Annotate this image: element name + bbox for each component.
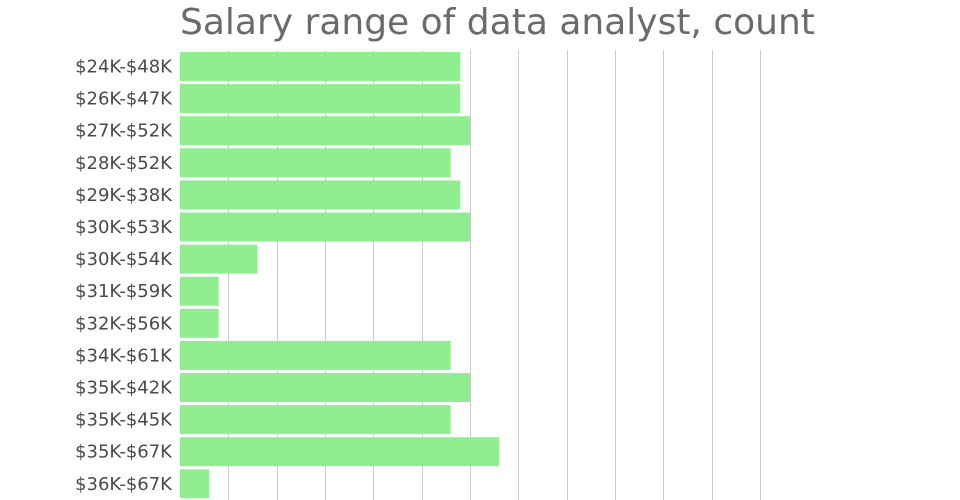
category-labels: $24K-$48K $26K-$47K $27K-$52K $28K-$52K $29K… xyxy=(75,57,173,495)
chart-title: Salary range of data analyst, count xyxy=(180,2,815,43)
bar xyxy=(180,244,258,274)
bars xyxy=(180,52,499,499)
category-label: $27K-$52K xyxy=(75,121,173,142)
bar xyxy=(180,212,470,242)
category-label: $31K-$59K xyxy=(75,281,173,302)
bar xyxy=(180,437,499,467)
bar xyxy=(180,308,219,338)
bar xyxy=(180,84,461,114)
category-label: $24K-$48K xyxy=(75,57,173,78)
category-label: $35K-$45K xyxy=(75,410,173,431)
category-label: $28K-$52K xyxy=(75,153,173,174)
bar xyxy=(180,469,209,499)
category-label: $29K-$38K xyxy=(75,185,173,206)
category-label: $36K-$67K xyxy=(75,474,173,495)
category-label: $35K-$67K xyxy=(75,442,173,463)
bar xyxy=(180,405,451,435)
category-label: $32K-$56K xyxy=(75,313,173,334)
bar xyxy=(180,276,219,306)
category-label: $34K-$61K xyxy=(75,345,173,366)
category-label: $26K-$47K xyxy=(75,89,173,110)
bar xyxy=(180,116,470,146)
category-label: $30K-$53K xyxy=(75,217,173,238)
category-label: $30K-$54K xyxy=(75,249,173,270)
bar xyxy=(180,180,461,210)
bar xyxy=(180,52,461,81)
category-label: $35K-$42K xyxy=(75,378,173,399)
bar xyxy=(180,340,451,370)
bar xyxy=(180,148,451,178)
bar xyxy=(180,373,470,402)
